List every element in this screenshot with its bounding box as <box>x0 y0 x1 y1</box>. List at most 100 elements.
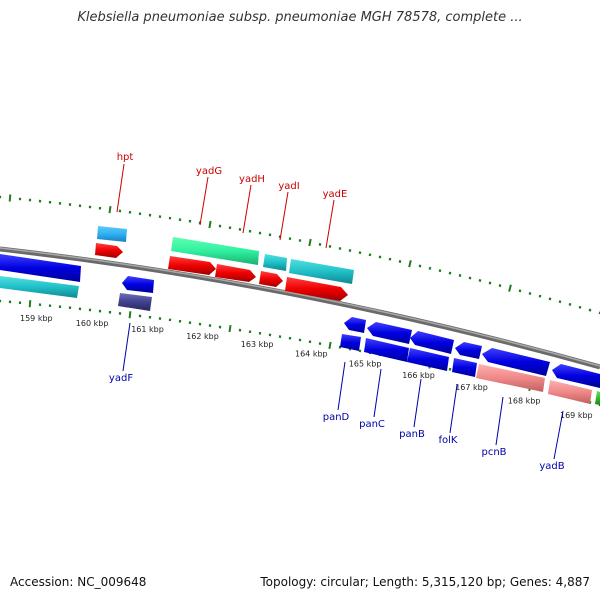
gene-panC-arrow-feature[interactable] <box>367 322 412 344</box>
major-tick <box>308 238 312 247</box>
gene-panD-label[interactable]: panD <box>323 412 350 423</box>
gene-hpt-feature[interactable] <box>95 243 123 258</box>
major-tick <box>328 341 332 349</box>
gene-yadF-arrow-feature[interactable] <box>122 276 154 293</box>
genome-backbone-highlight <box>0 247 600 367</box>
minor-tick <box>568 302 572 306</box>
map-title: Klebsiella pneumoniae subsp. pneumoniae … <box>77 10 523 25</box>
gene-right-green-feature[interactable] <box>595 391 600 405</box>
gene-yadE-label[interactable]: yadE <box>323 189 348 200</box>
gene-yadH-feature[interactable] <box>215 264 256 282</box>
ruler-label: 160 kbp <box>76 319 109 328</box>
ruler-label: 164 kbp <box>295 349 328 358</box>
genome-summary: Topology: circular; Length: 5,315,120 bp… <box>260 575 590 589</box>
minor-tick <box>368 253 372 257</box>
major-tick <box>108 205 112 214</box>
ruler-label: 167 kbp <box>455 383 488 392</box>
gene-panD-feature[interactable] <box>340 334 361 351</box>
minor-tick <box>358 251 362 255</box>
gene-panB-label[interactable]: panB <box>399 429 425 440</box>
minor-tick <box>538 294 542 298</box>
gene-yadE-leader <box>325 199 335 249</box>
accession-label: Accession: NC_009648 <box>10 575 147 589</box>
gene-yadF-label[interactable]: yadF <box>109 373 133 384</box>
genome-backbone <box>0 246 600 370</box>
gene-yadF-leader <box>122 322 131 372</box>
ruler-label: 159 kbp <box>20 314 53 323</box>
minor-tick <box>348 249 352 253</box>
gene-yadI-feature[interactable] <box>259 271 283 287</box>
gene-panD-arrow-feature[interactable] <box>344 317 366 333</box>
major-tick <box>228 324 232 333</box>
ruler-label: 169 kbp <box>560 411 593 420</box>
gene-panC-feature[interactable] <box>364 338 409 362</box>
major-tick <box>208 220 212 229</box>
major-tick <box>128 311 132 319</box>
gene-hpt-outer-feature[interactable] <box>97 226 127 242</box>
minor-tick <box>458 274 462 278</box>
gene-yadI-leader <box>279 191 289 241</box>
gene-folK-arrow-feature[interactable] <box>455 342 482 359</box>
minor-tick <box>438 269 442 273</box>
gene-yadB-label[interactable]: yadB <box>539 461 564 472</box>
minor-tick <box>488 281 492 285</box>
gene-yadG-outer-feature[interactable] <box>171 237 259 265</box>
minor-tick <box>478 279 482 282</box>
gene-yadG-feature[interactable] <box>168 256 216 275</box>
gene-panB-leader <box>413 378 422 428</box>
minor-tick <box>338 247 342 250</box>
gene-yadG-label[interactable]: yadG <box>196 166 222 177</box>
major-tick <box>28 300 32 308</box>
gene-yadI-label[interactable]: yadI <box>278 181 299 192</box>
major-tick <box>8 194 12 202</box>
gene-panD-leader <box>337 361 346 411</box>
minor-tick <box>378 255 382 259</box>
minor-tick <box>448 367 452 371</box>
gene-pcnB-label[interactable]: pcnB <box>481 447 506 458</box>
gene-pcnB-leader <box>495 396 504 446</box>
minor-tick <box>528 292 532 295</box>
ruler-label: 165 kbp <box>349 360 382 369</box>
ruler-label: 166 kbp <box>402 371 435 380</box>
gene-panC-label[interactable]: panC <box>359 419 385 430</box>
gene-panB-feature[interactable] <box>407 348 449 371</box>
gene-yadI-outer-feature[interactable] <box>289 259 354 284</box>
gene-pcnB-feature[interactable] <box>476 364 545 392</box>
ruler-label: 161 kbp <box>131 325 164 334</box>
gene-yadE-feature[interactable] <box>285 277 348 301</box>
minor-tick <box>448 271 452 275</box>
ruler-label: 168 kbp <box>508 397 541 406</box>
ruler-label: 162 kbp <box>186 332 219 341</box>
gene-yadH-leader <box>242 184 252 234</box>
minor-tick <box>498 284 502 288</box>
gene-yadB-leader <box>553 410 564 460</box>
minor-tick <box>468 276 472 280</box>
minor-tick <box>388 257 392 261</box>
gene-left-blue-feature[interactable] <box>0 254 81 282</box>
gene-left-cyan-feature[interactable] <box>0 276 79 298</box>
major-tick <box>508 284 512 292</box>
gene-panC-leader <box>373 368 382 418</box>
gene-hpt-label[interactable]: hpt <box>117 152 134 163</box>
outer-tick-ring <box>0 194 600 315</box>
gene-folK-label[interactable]: folK <box>439 435 458 446</box>
gene-yadB-feature[interactable] <box>548 380 592 404</box>
minor-tick <box>558 300 562 304</box>
minor-tick <box>518 289 522 293</box>
gene-yadH-label[interactable]: yadH <box>239 174 265 185</box>
gene-panB-arrow-feature[interactable] <box>410 331 454 354</box>
gene-hpt-leader <box>116 163 125 213</box>
minor-tick <box>428 266 432 270</box>
gene-folK-feature[interactable] <box>452 358 477 377</box>
gene-yadH-outer-feature[interactable] <box>263 254 287 271</box>
major-tick <box>408 260 412 268</box>
minor-tick <box>548 297 552 301</box>
ruler-label: 163 kbp <box>241 340 274 349</box>
minor-tick <box>578 305 582 309</box>
gene-pcnB-arrow-feature[interactable] <box>482 348 550 376</box>
gene-yadG-leader <box>199 176 209 226</box>
minor-tick <box>398 259 402 263</box>
gene-yadB-arrow-feature[interactable] <box>552 364 600 388</box>
gene-yadF-feature[interactable] <box>118 293 152 311</box>
minor-tick <box>418 264 422 268</box>
